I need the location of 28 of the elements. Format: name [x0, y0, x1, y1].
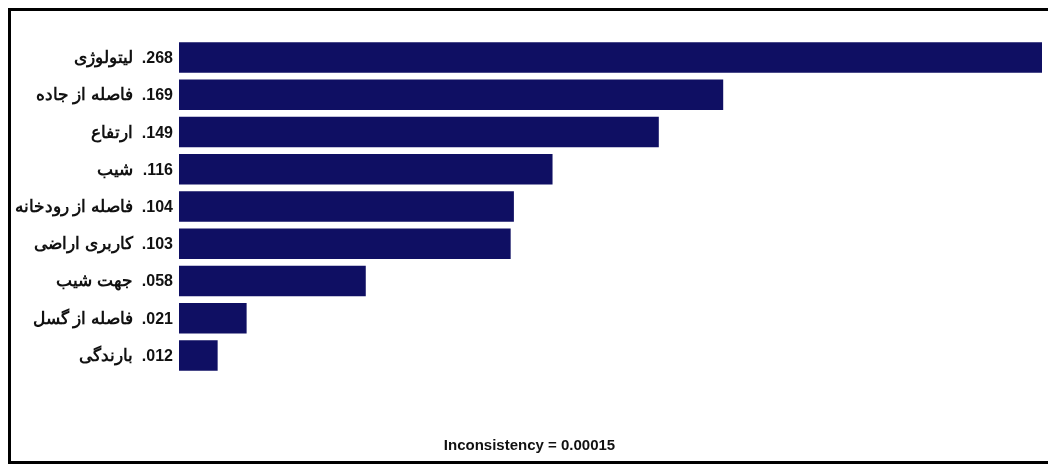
data-label: .116 [142, 160, 174, 178]
y-tick-label: فاصله از رودخانه [14, 197, 133, 217]
bar [179, 302, 247, 334]
y-tick-label: فاصله از جاده [35, 85, 133, 106]
bar [179, 154, 553, 185]
data-label: .021 [141, 309, 174, 327]
y-tick-label: کاربری اراضی [34, 234, 134, 255]
y-tick-label: جهت شیب [56, 271, 133, 292]
bar [179, 42, 1042, 73]
y-tick-label: لیتولوژی [74, 48, 133, 69]
y-tick-label: ارتفاع [91, 122, 133, 143]
text: Inconsistency = 0.00015 [443, 436, 616, 453]
y-tick-label: بارندگی [79, 344, 133, 366]
data-label: .058 [141, 272, 174, 290]
data-label: .103 [141, 235, 174, 253]
data-label: .268 [141, 49, 174, 67]
y-tick-label: فاصله از گسل [32, 307, 133, 329]
data-label: .012 [141, 346, 174, 364]
bar [179, 79, 724, 111]
bar [179, 191, 514, 222]
y-tick-label: شیب [97, 159, 133, 179]
data-label: .149 [141, 123, 174, 141]
bar [179, 116, 659, 148]
data-label: .169 [141, 86, 174, 104]
bar [179, 228, 511, 259]
data-label: .104 [141, 198, 174, 215]
bar [179, 340, 218, 371]
bar [179, 265, 366, 297]
